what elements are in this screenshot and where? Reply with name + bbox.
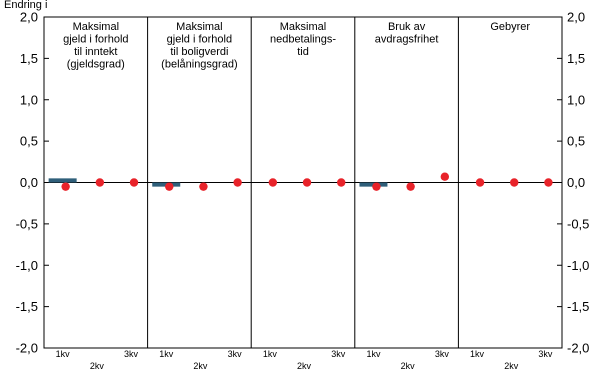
x-tick-label: 1kv <box>470 349 485 359</box>
y-tick-label-left: -1,0 <box>16 258 38 273</box>
x-tick-label: 2kv <box>504 361 519 370</box>
x-tick-label: 2kv <box>401 361 416 370</box>
y-tick-label-left: -2,0 <box>16 341 38 356</box>
y-tick-label-left: 1,0 <box>20 92 38 107</box>
chart-layer: 2,0 2,0 1,5 1,5 1,0 1,0 0,5 0,5 0,0 0,0 -0,5 -0,5 -1… <box>16 10 590 370</box>
y-tick-label-left: -1,5 <box>16 299 38 314</box>
panel-title-line: Gebyrer <box>490 21 530 33</box>
data-point <box>510 178 519 187</box>
x-tick-label: 2kv <box>193 361 208 370</box>
y-tick-label-left: 0,5 <box>20 134 38 149</box>
panel-title-line: Maksimal <box>176 21 222 33</box>
data-point <box>268 178 278 187</box>
y-tick-label-left: 2,0 <box>20 10 38 25</box>
y-tick-label-left: 0,0 <box>20 175 38 190</box>
panel-title-line: gjeld i forhold <box>167 34 232 46</box>
y-tick-label-right: 0,0 <box>567 175 585 190</box>
panel-title-line: gjeld i forhold <box>63 34 128 46</box>
y-tick-label-right: 1,5 <box>567 51 585 66</box>
panel-title-line: Maksimal <box>73 21 119 33</box>
data-point <box>544 178 553 187</box>
y-tick-label-right: 2,0 <box>567 10 585 25</box>
panel-title-line: (gjeldsgrad) <box>67 59 125 71</box>
chart-subtitle: Endring i <box>4 0 47 11</box>
panel-title-line: Bruk av <box>388 21 426 33</box>
y-tick-label-right: 1,0 <box>567 92 585 107</box>
data-point <box>165 182 174 191</box>
x-tick-label: 2kv <box>297 361 312 370</box>
panel-title-line: avdragsfrihet <box>375 34 439 46</box>
x-tick-label: 3kv <box>538 349 553 359</box>
data-point <box>475 178 485 187</box>
x-tick-label: 1kv <box>159 349 174 359</box>
y-tick-label-right: -0,5 <box>567 216 589 231</box>
data-point <box>199 182 208 191</box>
x-tick-label: 2kv <box>90 361 105 370</box>
data-point <box>440 172 450 181</box>
data-point <box>233 178 242 187</box>
y-tick-label-right: -2,0 <box>567 341 589 356</box>
y-tick-label-right: -1,0 <box>567 258 589 273</box>
x-tick-label: 3kv <box>331 349 346 359</box>
panel-title-line: tid <box>297 46 309 58</box>
data-point <box>129 178 139 187</box>
x-tick-label: 1kv <box>366 349 381 359</box>
panel-title-line: Maksimal <box>280 21 326 33</box>
y-tick-label-left: 1,5 <box>20 51 38 66</box>
x-tick-label: 1kv <box>263 349 278 359</box>
panel-title-line: til boligverdi <box>170 46 228 58</box>
data-point <box>406 182 415 191</box>
data-point <box>372 182 381 191</box>
y-tick-label-right: 0,5 <box>567 134 585 149</box>
bar <box>48 178 77 183</box>
x-tick-label: 3kv <box>435 349 450 359</box>
x-tick-label: 3kv <box>228 349 243 359</box>
panel-title-line: til inntekt <box>74 46 117 58</box>
x-tick-label: 1kv <box>56 349 71 359</box>
y-tick-label-left: -0,5 <box>16 216 38 231</box>
x-tick-label: 3kv <box>124 349 139 359</box>
panel-title-line: (belåningsgrad) <box>161 59 237 71</box>
data-point <box>337 178 346 187</box>
data-point <box>95 178 105 187</box>
panel-title-line: nedbetalings- <box>270 34 336 46</box>
data-point <box>302 178 312 187</box>
y-tick-label-right: -1,5 <box>567 299 589 314</box>
data-point <box>61 182 70 191</box>
